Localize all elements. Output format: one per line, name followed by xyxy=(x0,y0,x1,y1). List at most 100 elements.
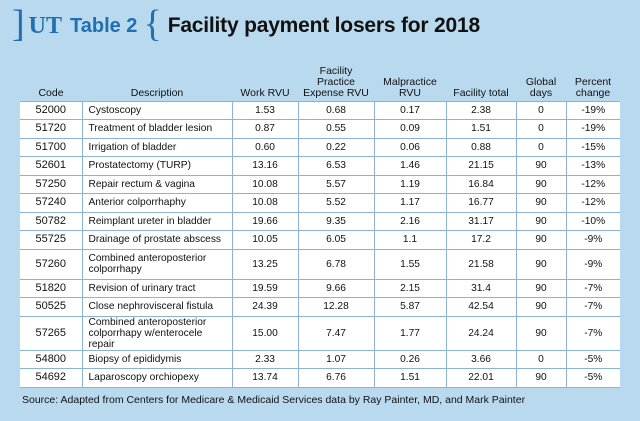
value-cell: -9% xyxy=(565,248,620,280)
value-cell: 1.19 xyxy=(373,174,446,194)
table-label: Table 2 xyxy=(70,14,138,37)
value-cell: 1.51 xyxy=(373,368,446,388)
code-cell: 51820 xyxy=(20,278,82,298)
data-table-wrapper: Code Description Work RVU Facility Practice… xyxy=(20,60,620,388)
value-cell: 1.77 xyxy=(373,315,446,351)
value-cell: 90 xyxy=(515,230,566,250)
code-cell: 57265 xyxy=(20,315,82,351)
description-cell: Close nephrovisceral fistula xyxy=(81,297,232,317)
value-cell: 16.84 xyxy=(445,174,516,194)
value-cell: 0.60 xyxy=(231,137,298,157)
code-cell: 50525 xyxy=(20,297,82,317)
facility-payment-table: Code Description Work RVU Facility Practice… xyxy=(20,60,620,388)
value-cell: 1.17 xyxy=(373,193,446,213)
code-cell: 51700 xyxy=(20,137,82,157)
description-cell: Anterior colporrhaphy xyxy=(81,193,232,213)
value-cell: -9% xyxy=(565,230,620,250)
value-cell: -7% xyxy=(565,278,620,298)
value-cell: -13% xyxy=(565,156,620,176)
description-cell: Cystoscopy xyxy=(81,100,232,120)
value-cell: 6.78 xyxy=(297,248,374,280)
value-cell: 31.17 xyxy=(445,211,516,231)
description-cell: Treatment of bladder lesion xyxy=(81,119,232,139)
value-cell: 90 xyxy=(515,315,566,351)
value-cell: 13.74 xyxy=(231,368,298,388)
value-cell: 1.1 xyxy=(373,230,446,250)
code-cell: 57240 xyxy=(20,193,82,213)
value-cell: 90 xyxy=(515,156,566,176)
description-cell: Combined anteroposterior colporrhapy w/e… xyxy=(81,315,232,351)
value-cell: 0.17 xyxy=(373,100,446,120)
value-cell: 10.08 xyxy=(231,174,298,194)
value-cell: 5.52 xyxy=(297,193,374,213)
value-cell: 10.05 xyxy=(231,230,298,250)
value-cell: -7% xyxy=(565,297,620,317)
description-cell: Irrigation of bladder xyxy=(81,137,232,157)
column-header-row: Code Description Work RVU Facility Practice… xyxy=(20,60,620,101)
value-cell: -5% xyxy=(565,368,620,388)
value-cell: 2.33 xyxy=(231,349,298,369)
value-cell: 1.55 xyxy=(373,248,446,280)
value-cell: 2.15 xyxy=(373,278,446,298)
description-cell: Revision of urinary tract xyxy=(81,278,232,298)
value-cell: 0.68 xyxy=(297,100,374,120)
value-cell: 90 xyxy=(515,278,566,298)
value-cell: 0.22 xyxy=(297,137,374,157)
value-cell: 21.58 xyxy=(445,248,516,280)
value-cell: -15% xyxy=(565,137,620,157)
table-row: 51820 Revision of urinary tract 19.59 9.66 2… xyxy=(20,278,620,298)
code-cell: 54692 xyxy=(20,368,82,388)
value-cell: 0.09 xyxy=(373,119,446,139)
column-header: Percent change xyxy=(574,75,612,99)
code-cell: 57250 xyxy=(20,174,82,194)
value-cell: 0 xyxy=(515,119,566,139)
value-cell: 0.87 xyxy=(231,119,298,139)
value-cell: 13.16 xyxy=(231,156,298,176)
table-body: 52000 Cystoscopy 1.53 0.68 0.17 2.38 0 -19% 5172… xyxy=(20,100,620,388)
value-cell: 10.08 xyxy=(231,193,298,213)
table-row: 51700 Irrigation of bladder 0.60 0.22 0.06 0.… xyxy=(20,137,620,157)
source-note: Source: Adapted from Centers for Medicar… xyxy=(22,394,526,406)
code-cell: 57260 xyxy=(20,248,82,280)
value-cell: 1.07 xyxy=(297,349,374,369)
value-cell: -19% xyxy=(565,100,620,120)
value-cell: 9.66 xyxy=(297,278,374,298)
value-cell: 5.87 xyxy=(373,297,446,317)
value-cell: 22.01 xyxy=(445,368,516,388)
value-cell: -19% xyxy=(565,119,620,139)
value-cell: 90 xyxy=(515,248,566,280)
table-row: 52000 Cystoscopy 1.53 0.68 0.17 2.38 0 -19% xyxy=(20,100,620,120)
value-cell: 31.4 xyxy=(445,278,516,298)
description-cell: Drainage of prostate abscess xyxy=(81,230,232,250)
value-cell: 2.38 xyxy=(445,100,516,120)
table-row: 51720 Treatment of bladder lesion 0.87 0.55… xyxy=(20,119,620,139)
table-row: 57240 Anterior colporrhaphy 10.08 5.52 1.17 1… xyxy=(20,193,620,213)
column-header: Global days xyxy=(525,75,557,99)
code-cell: 52000 xyxy=(20,100,82,120)
value-cell: 0.88 xyxy=(445,137,516,157)
value-cell: 9.35 xyxy=(297,211,374,231)
description-cell: Repair rectum & vagina xyxy=(81,174,232,194)
value-cell: 24.24 xyxy=(445,315,516,351)
value-cell: 24.39 xyxy=(231,297,298,317)
column-header: Work RVU xyxy=(240,86,290,99)
value-cell: 16.77 xyxy=(445,193,516,213)
right-brace-icon: { xyxy=(143,3,162,45)
table-row: 57250 Repair rectum & vagina 10.08 5.57 1.19… xyxy=(20,174,620,194)
value-cell: 19.59 xyxy=(231,278,298,298)
value-cell: 1.51 xyxy=(445,119,516,139)
table-row: 54800 Biopsy of epididymis 2.33 1.07 0.26 3.6… xyxy=(20,349,620,369)
value-cell: 1.46 xyxy=(373,156,446,176)
value-cell: 90 xyxy=(515,211,566,231)
value-cell: 17.2 xyxy=(445,230,516,250)
value-cell: -5% xyxy=(565,349,620,369)
table-row: 57265 Combined anteroposterior colporrhap… xyxy=(20,315,620,351)
value-cell: 90 xyxy=(515,174,566,194)
table-row: 50782 Reimplant ureter in bladder 19.66 9.3… xyxy=(20,211,620,231)
table-row: 54692 Laparoscopy orchiopexy 13.74 6.76 1.51… xyxy=(20,368,620,388)
value-cell: 21.15 xyxy=(445,156,516,176)
value-cell: 5.57 xyxy=(297,174,374,194)
value-cell: 13.25 xyxy=(231,248,298,280)
value-cell: 19.66 xyxy=(231,211,298,231)
description-cell: Biopsy of epididymis xyxy=(81,349,232,369)
